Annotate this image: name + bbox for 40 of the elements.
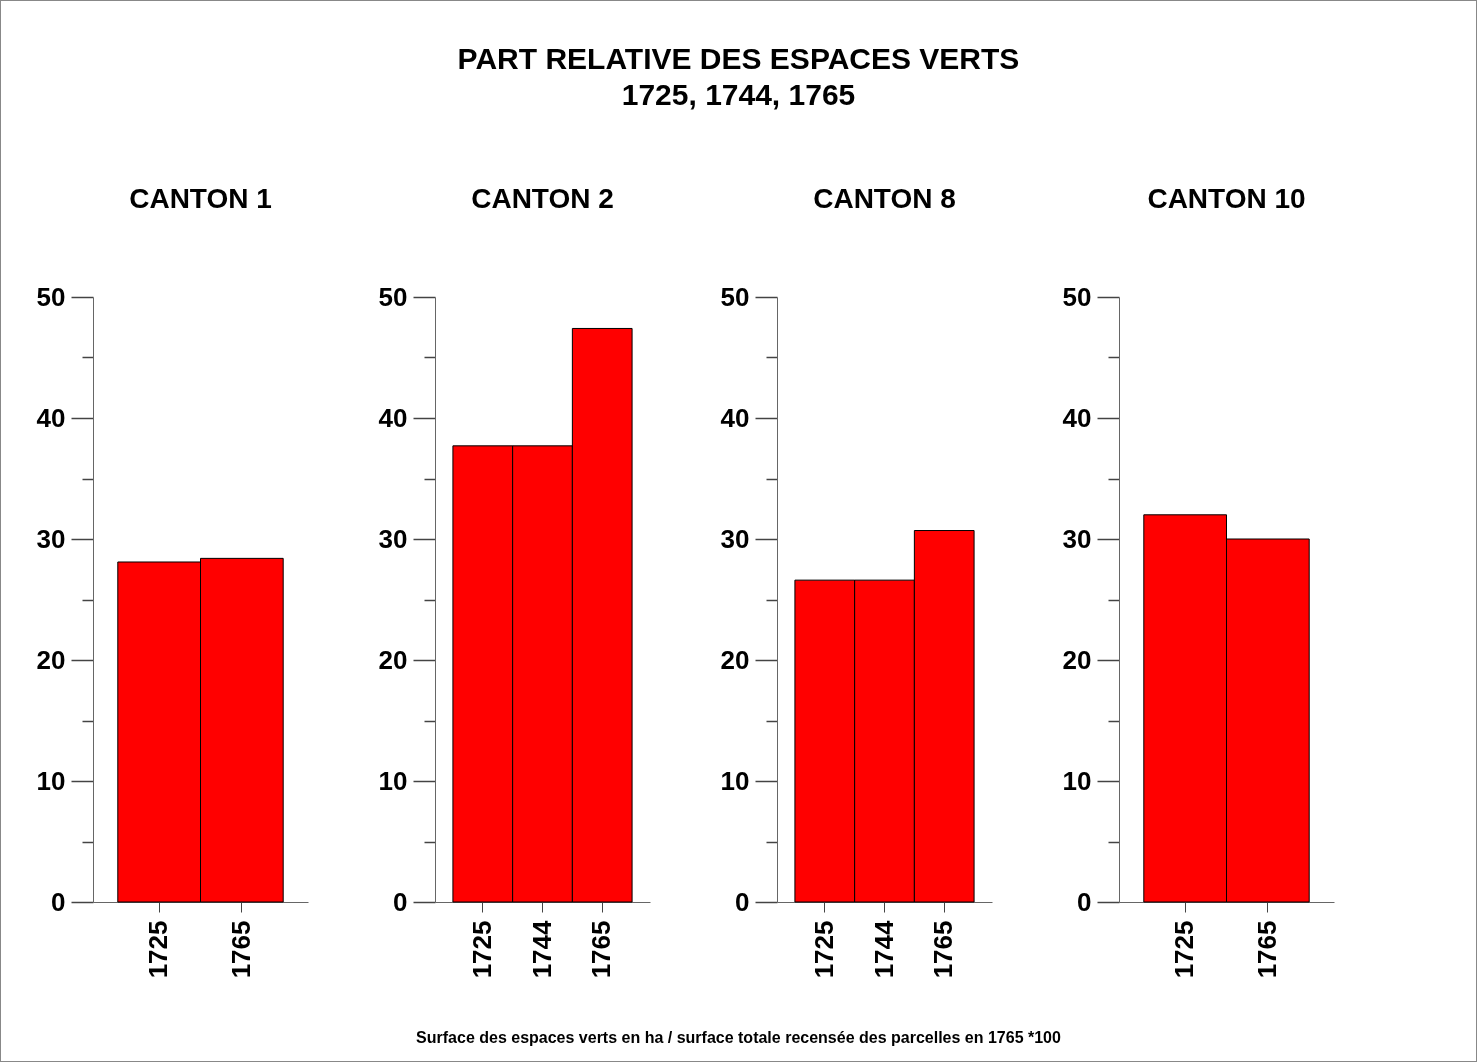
- y-tick-label: 10: [36, 765, 66, 796]
- x-tick-label: 1765: [586, 920, 617, 979]
- chart-title: CANTON 10: [1147, 183, 1306, 214]
- chart-title: CANTON 1: [129, 183, 272, 214]
- x-tick-label: 1725: [143, 920, 174, 979]
- x-tick-label: 1744: [526, 919, 557, 979]
- y-tick-label: 20: [1062, 644, 1092, 675]
- y-tick-label: 30: [1062, 523, 1092, 554]
- x-tick-label: 1765: [928, 920, 959, 979]
- x-tick-label: 1765: [1251, 920, 1282, 979]
- y-tick-label: 0: [1077, 886, 1092, 917]
- chart-title: CANTON 2: [471, 183, 614, 214]
- y-tick-label: 40: [36, 402, 66, 433]
- y-tick-label: 10: [720, 765, 750, 796]
- y-tick-label: 20: [378, 644, 408, 675]
- y-tick-label: 50: [720, 281, 750, 312]
- text: PART RELATIVE DES ESPACES VERTS 1725, 1744, 1765: [456, 41, 1021, 113]
- y-tick-label: 10: [378, 765, 408, 796]
- x-tick-label: 1744: [868, 919, 899, 979]
- y-tick-label: 50: [378, 281, 408, 312]
- text: Surface des espaces verts en ha / surface totale recensée des parcelles en 1765 *100: [415, 1029, 1062, 1047]
- y-tick-label: 30: [378, 523, 408, 554]
- y-tick-label: 40: [1062, 402, 1092, 433]
- x-tick-label: 1725: [1169, 920, 1200, 979]
- y-tick-label: 50: [36, 281, 66, 312]
- y-tick-label: 20: [720, 644, 750, 675]
- y-tick-label: 0: [51, 886, 66, 917]
- y-tick-label: 30: [36, 523, 66, 554]
- chart-title: CANTON 8: [813, 183, 956, 214]
- y-tick-label: 10: [1062, 765, 1092, 796]
- y-tick-label: 50: [1062, 281, 1092, 312]
- y-tick-label: 30: [720, 523, 750, 554]
- y-tick-label: 40: [378, 402, 408, 433]
- y-tick-label: 20: [36, 644, 66, 675]
- x-tick-label: 1725: [808, 920, 839, 979]
- y-tick-label: 0: [393, 886, 408, 917]
- y-tick-label: 40: [720, 402, 750, 433]
- x-tick-label: 1765: [225, 920, 256, 979]
- x-tick-label: 1725: [466, 920, 497, 979]
- y-tick-label: 0: [735, 886, 750, 917]
